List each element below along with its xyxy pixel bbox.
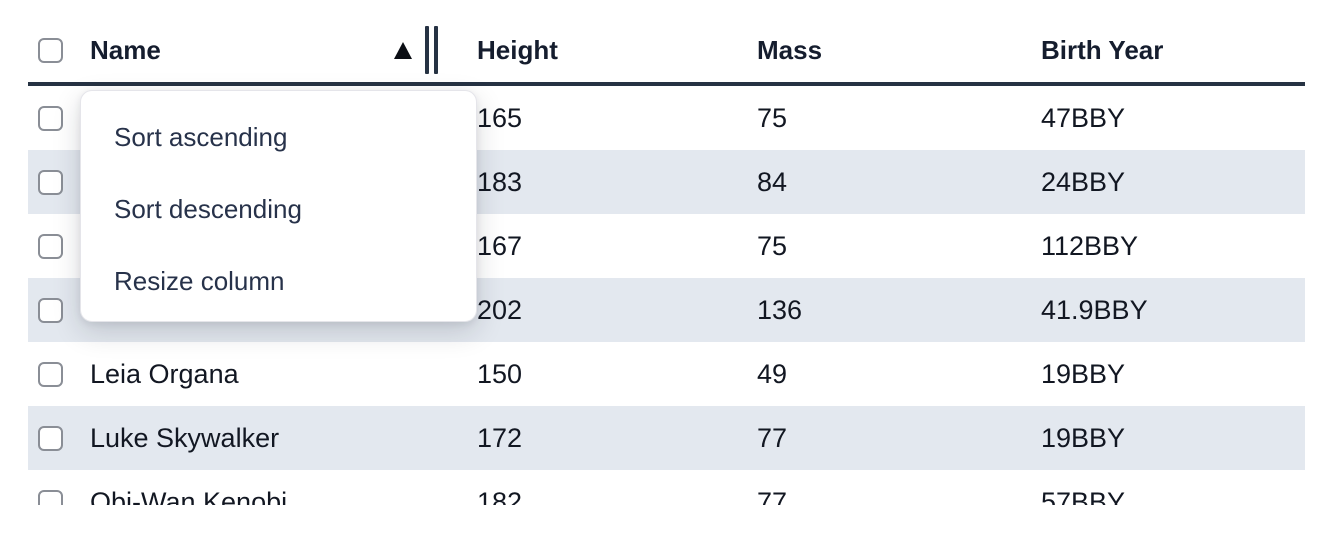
- cell-mass: 75: [757, 102, 788, 133]
- cell-mass: 49: [757, 358, 788, 389]
- column-label-name: Name: [90, 34, 161, 65]
- row-checkbox[interactable]: [38, 361, 63, 387]
- cell-height: 167: [477, 230, 523, 261]
- cell-height: 150: [477, 358, 523, 389]
- menu-item-resize-column[interactable]: Resize column: [114, 265, 285, 296]
- row-checkbox[interactable]: [38, 169, 63, 195]
- table-row: Luke Skywalker 172 77 19BBY: [28, 406, 1305, 470]
- cell-name: Obi-Wan Kenobi: [90, 486, 288, 506]
- column-header-height[interactable]: Height: [477, 34, 558, 65]
- table-row: 167 75 112BBY: [28, 214, 1305, 278]
- cell-name: Leia Organa: [90, 358, 239, 389]
- row-checkbox[interactable]: [38, 297, 63, 323]
- cell-birth-year: 47BBY: [1041, 102, 1126, 133]
- select-all-checkbox[interactable]: [38, 37, 63, 63]
- cell-birth-year: 112BBY: [1041, 230, 1139, 261]
- cell-birth-year: 19BBY: [1041, 358, 1126, 389]
- header-checkbox-cell: [28, 37, 76, 63]
- cell-birth-year: 24BBY: [1041, 166, 1126, 197]
- table-header-row: Name Height Mass Birth Year: [28, 0, 1305, 86]
- cell-birth-year: 57BBY: [1041, 486, 1126, 506]
- column-header-birth-year[interactable]: Birth Year: [1041, 34, 1164, 65]
- cell-name: Luke Skywalker: [90, 422, 280, 453]
- column-context-menu: Sort ascending Sort descending Resize co…: [80, 90, 477, 322]
- column-resize-handle[interactable]: [425, 26, 438, 74]
- cell-height: 182: [477, 486, 523, 506]
- cell-mass: 77: [757, 422, 788, 453]
- sort-ascending-icon: [394, 41, 412, 59]
- cell-birth-year: 19BBY: [1041, 422, 1126, 453]
- resize-bar-icon: [434, 26, 438, 74]
- table-row: 165 75 47BBY: [28, 86, 1305, 150]
- cell-height: 202: [477, 294, 523, 325]
- row-checkbox[interactable]: [38, 489, 63, 505]
- cell-height: 183: [477, 166, 523, 197]
- table-row: Obi-Wan Kenobi 182 77 57BBY: [28, 470, 1305, 505]
- cell-mass: 77: [757, 486, 788, 506]
- cell-height: 172: [477, 422, 523, 453]
- menu-item-sort-ascending[interactable]: Sort ascending: [114, 121, 288, 152]
- row-checkbox[interactable]: [38, 105, 63, 131]
- column-header-name[interactable]: Name: [76, 26, 461, 74]
- cell-mass: 84: [757, 166, 788, 197]
- resize-bar-icon: [425, 26, 429, 74]
- row-checkbox[interactable]: [38, 233, 63, 259]
- column-header-mass[interactable]: Mass: [757, 34, 823, 65]
- cell-mass: 136: [757, 294, 803, 325]
- cell-height: 165: [477, 102, 523, 133]
- cell-mass: 75: [757, 230, 788, 261]
- table-row: Leia Organa 150 49 19BBY: [28, 342, 1305, 406]
- row-checkbox[interactable]: [38, 425, 63, 451]
- cell-birth-year: 41.9BBY: [1041, 294, 1148, 325]
- menu-item-sort-descending[interactable]: Sort descending: [114, 193, 302, 224]
- data-table: Name Height Mass Birth Year 165 75 47BBY…: [28, 0, 1305, 505]
- table-row: 202 136 41.9BBY: [28, 278, 1305, 342]
